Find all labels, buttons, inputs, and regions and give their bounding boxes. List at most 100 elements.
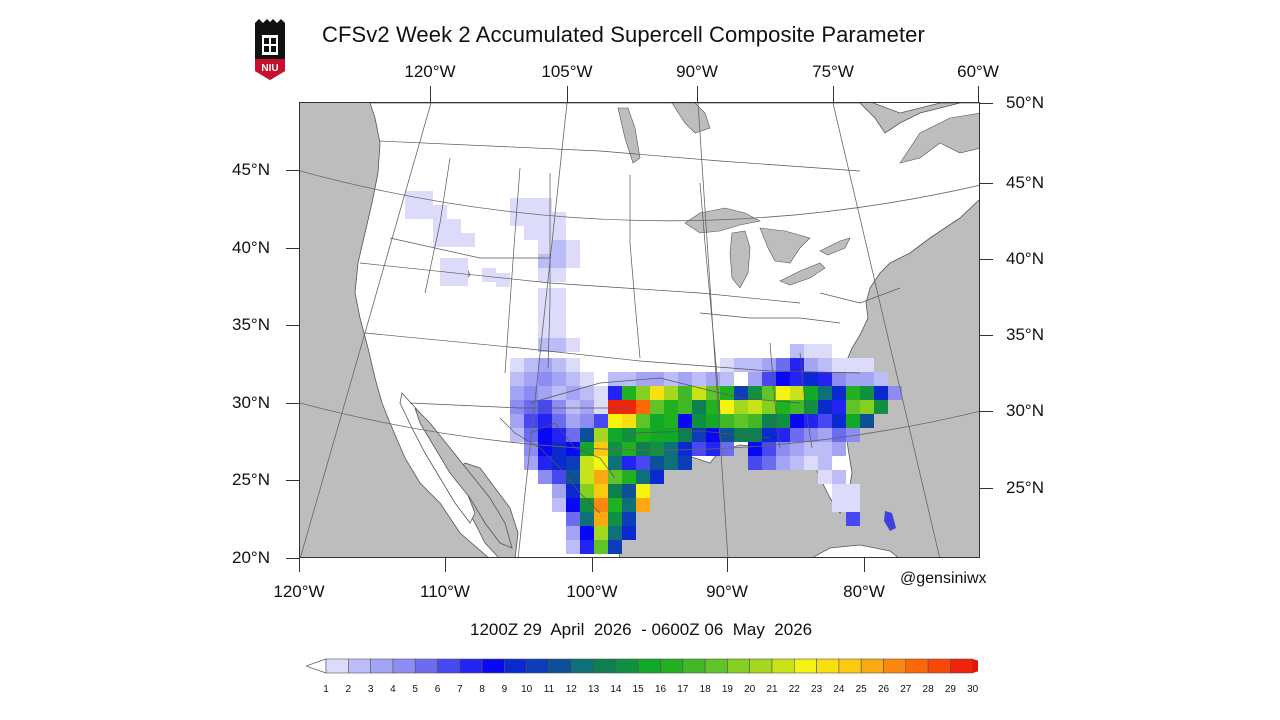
left-latitude-label: 45°N <box>232 160 270 179</box>
scp-cell <box>650 470 664 484</box>
scp-cell <box>608 414 622 428</box>
scp-cell <box>790 386 804 400</box>
right-latitude-label: 50°N <box>1006 93 1044 112</box>
scp-cell <box>790 400 804 414</box>
scp-cell <box>622 498 636 512</box>
scp-cell <box>566 484 580 498</box>
colorbar-tick: 5 <box>412 684 418 695</box>
scp-cell <box>664 386 678 400</box>
scp-cell <box>776 358 790 372</box>
scp-cell <box>419 205 433 219</box>
scp-cell <box>818 400 832 414</box>
scp-cell <box>832 428 846 442</box>
colorbar-tick: 6 <box>434 684 441 695</box>
scp-cell <box>804 400 818 414</box>
scp-cell <box>622 456 636 470</box>
left-tick <box>286 325 299 326</box>
scp-cell <box>580 428 594 442</box>
scp-cell <box>454 258 468 272</box>
colorbar-tick: 3 <box>367 684 374 695</box>
scp-cell <box>622 470 636 484</box>
scp-cell <box>790 428 804 442</box>
top-longitude-label: 90°W <box>676 62 718 81</box>
scp-cell <box>594 400 608 414</box>
scp-cell <box>566 470 580 484</box>
scp-cell <box>594 498 608 512</box>
scp-cell <box>566 526 580 540</box>
map-canvas <box>300 103 979 557</box>
credit-label: @gensiniwx <box>900 570 987 587</box>
scp-cell <box>566 254 580 268</box>
scp-cell <box>888 386 902 400</box>
scp-cell <box>818 344 832 358</box>
right-latitude-label: 25°N <box>1006 478 1044 497</box>
scp-cell <box>650 414 664 428</box>
scp-cell <box>447 233 461 247</box>
scp-cell <box>433 233 447 247</box>
scp-cell <box>650 428 664 442</box>
scp-cell <box>748 456 762 470</box>
scp-cell <box>692 386 706 400</box>
scp-cell <box>650 372 664 386</box>
left-tick <box>286 170 299 171</box>
colorbar-tick: 15 <box>632 684 644 695</box>
colorbar-tick: 29 <box>944 684 956 695</box>
right-tick <box>980 335 993 336</box>
scp-cell <box>832 470 846 484</box>
scp-cell <box>636 484 650 498</box>
scp-cell <box>524 198 538 212</box>
colorbar-tick: 21 <box>766 684 778 695</box>
scp-cell <box>748 400 762 414</box>
colorbar-tick: 25 <box>855 684 867 695</box>
scp-cell <box>832 484 846 498</box>
scp-cell <box>846 414 860 428</box>
scp-cell <box>692 428 706 442</box>
scp-cell <box>622 372 636 386</box>
scp-cell <box>832 372 846 386</box>
scp-cell <box>524 414 538 428</box>
scp-cell <box>790 414 804 428</box>
scp-cell <box>552 226 566 240</box>
scp-cell <box>440 258 454 272</box>
scp-cell <box>510 386 524 400</box>
scp-cell <box>734 386 748 400</box>
land-bahamas <box>884 511 896 531</box>
scp-cell <box>496 273 510 287</box>
scp-cell <box>846 386 860 400</box>
scp-cell <box>538 400 552 414</box>
scp-cell <box>538 414 552 428</box>
scp-cell <box>419 191 433 205</box>
scp-cell <box>650 400 664 414</box>
hudson-bay-south <box>671 103 711 134</box>
scp-cell <box>524 358 538 372</box>
scp-cell <box>538 372 552 386</box>
scp-cell <box>734 414 748 428</box>
scp-cell <box>608 456 622 470</box>
scp-cell <box>580 372 594 386</box>
scp-cell <box>524 442 538 456</box>
scp-cell <box>538 386 552 400</box>
scp-cell <box>734 358 748 372</box>
scp-cell <box>748 358 762 372</box>
colorbar-tick: 14 <box>610 684 622 695</box>
bottom-tick <box>299 558 300 572</box>
scp-cell <box>538 198 552 212</box>
scp-cell <box>776 414 790 428</box>
scp-cell <box>776 456 790 470</box>
scp-cell <box>594 386 608 400</box>
scp-cell <box>552 240 566 254</box>
scp-cell <box>608 526 622 540</box>
left-tick <box>286 248 299 249</box>
scp-cell <box>678 414 692 428</box>
scp-cell <box>552 268 566 282</box>
scp-cell <box>461 233 475 247</box>
scp-cell <box>524 400 538 414</box>
colorbar-tick: 20 <box>744 684 756 695</box>
scp-cell <box>664 428 678 442</box>
scp-cell <box>720 400 734 414</box>
scp-cell <box>678 442 692 456</box>
scp-cell <box>664 372 678 386</box>
scp-cell <box>538 358 552 372</box>
top-tick <box>833 86 834 102</box>
scp-cell <box>790 372 804 386</box>
